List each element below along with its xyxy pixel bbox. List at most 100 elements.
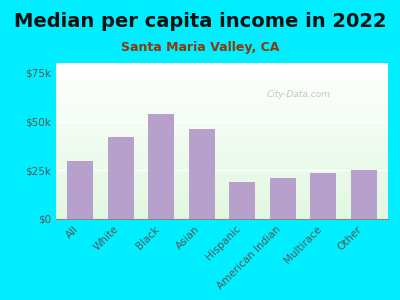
Bar [56,115,388,116]
Bar [56,102,388,104]
Bar [56,142,388,144]
Bar [56,107,388,108]
Bar [56,208,388,210]
Bar [56,113,388,115]
Bar [56,160,388,161]
Bar [56,86,388,88]
Bar [56,182,388,183]
Bar [56,125,388,127]
Bar [56,144,388,146]
Bar [56,213,388,214]
Bar [56,110,388,111]
Bar [148,114,174,219]
Bar [56,124,388,125]
Bar [56,138,388,140]
Bar [229,182,256,219]
Bar [56,175,388,177]
Bar [56,83,388,85]
Bar [56,186,388,188]
Text: Santa Maria Valley, CA: Santa Maria Valley, CA [121,40,279,53]
Bar [56,68,388,69]
Bar [56,185,388,186]
Bar [56,150,388,152]
Bar [56,105,388,107]
Bar [56,91,388,93]
Bar [56,157,388,158]
Bar [56,152,388,154]
Bar [56,111,388,113]
Bar [56,199,388,200]
Bar [56,66,388,68]
Bar [56,127,388,128]
Bar [56,72,388,74]
Bar [56,203,388,205]
Bar [56,63,388,64]
Bar [56,174,388,175]
Bar [56,108,388,110]
Bar [56,167,388,169]
Bar [56,210,388,211]
Bar [56,205,388,206]
Bar [56,180,388,182]
Bar [56,216,388,218]
Bar [56,146,388,147]
Bar [56,189,388,191]
Bar [56,183,388,185]
Bar [56,80,388,82]
Bar [56,172,388,174]
Bar [56,140,388,141]
Bar [56,133,388,135]
Bar [56,149,388,150]
Bar [56,118,388,119]
Bar [56,161,388,163]
Bar [188,129,215,219]
Bar [56,79,388,80]
Bar [56,141,388,142]
Bar [56,206,388,208]
Bar [56,128,388,130]
Bar [67,160,94,219]
Bar [56,93,388,94]
Bar [56,103,388,105]
Bar [56,96,388,97]
Bar [56,154,388,155]
Text: Median per capita income in 2022: Median per capita income in 2022 [14,12,386,31]
Bar [56,155,388,157]
Text: City-Data.com: City-Data.com [266,90,330,99]
Bar [56,82,388,83]
Bar [56,77,388,79]
Bar [56,122,388,124]
Bar [56,85,388,86]
Bar [56,69,388,71]
Bar [56,166,388,167]
Bar [56,89,388,91]
Bar [350,170,377,219]
Bar [270,178,296,219]
Bar [56,100,388,102]
Bar [56,97,388,99]
Bar [56,64,388,66]
Bar [56,88,388,89]
Bar [56,196,388,197]
Bar [56,121,388,122]
Bar [56,214,388,216]
Bar [56,171,388,172]
Bar [56,191,388,193]
Bar [56,188,388,189]
Bar [56,99,388,100]
Bar [108,137,134,219]
Bar [56,169,388,171]
Bar [56,130,388,132]
Bar [56,163,388,164]
Bar [310,173,336,219]
Bar [56,200,388,202]
Bar [56,177,388,178]
Bar [56,147,388,149]
Bar [56,178,388,180]
Bar [56,94,388,96]
Bar [56,211,388,213]
Bar [56,164,388,166]
Bar [56,119,388,121]
Bar [56,197,388,199]
Bar [56,194,388,196]
